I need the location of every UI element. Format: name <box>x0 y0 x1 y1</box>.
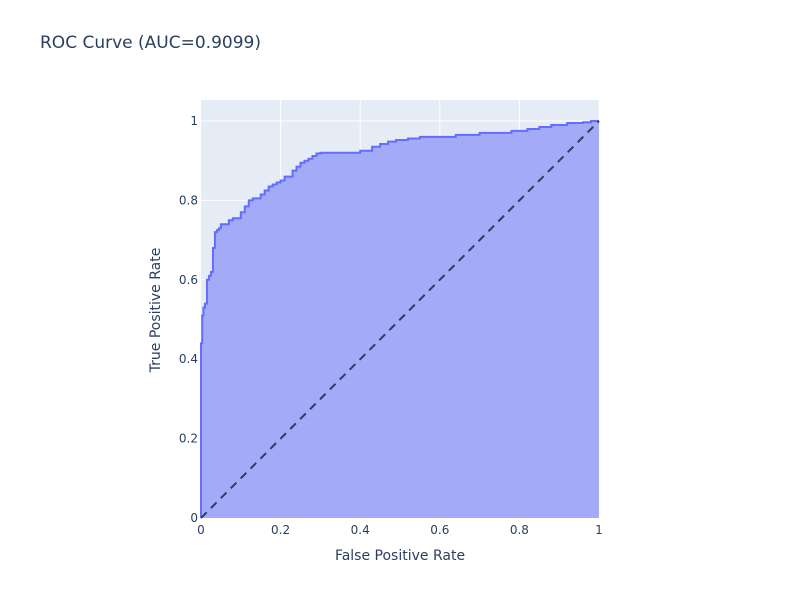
y-tick-label: 1 <box>190 114 198 128</box>
y-tick-label: 0 <box>190 511 198 525</box>
y-tick-label: 0.8 <box>179 193 198 207</box>
roc-curve-line <box>200 120 599 518</box>
x-tick-label: 1 <box>595 523 603 537</box>
x-tick-label: 0 <box>197 523 205 537</box>
y-tick-label: 0.2 <box>179 432 198 446</box>
chart-title: ROC Curve (AUC=0.9099) <box>40 33 261 53</box>
y-tick-label: 0.6 <box>179 273 198 287</box>
x-tick-label: 0.6 <box>430 523 449 537</box>
x-tick-label: 0.8 <box>510 523 529 537</box>
x-tick-label: 0.4 <box>351 523 370 537</box>
y-tick-label: 0.4 <box>179 352 198 366</box>
tick-labels: 0 0.2 0.4 0.6 0.8 1 0 0.2 0.4 0.6 0.8 1 <box>179 114 603 537</box>
chance-diagonal-line <box>200 120 600 519</box>
x-tick-label: 0.2 <box>271 523 290 537</box>
series-layer <box>200 120 600 519</box>
y-axis-title: True Positive Rate <box>148 248 164 374</box>
x-axis-title: False Positive Rate <box>335 548 465 564</box>
